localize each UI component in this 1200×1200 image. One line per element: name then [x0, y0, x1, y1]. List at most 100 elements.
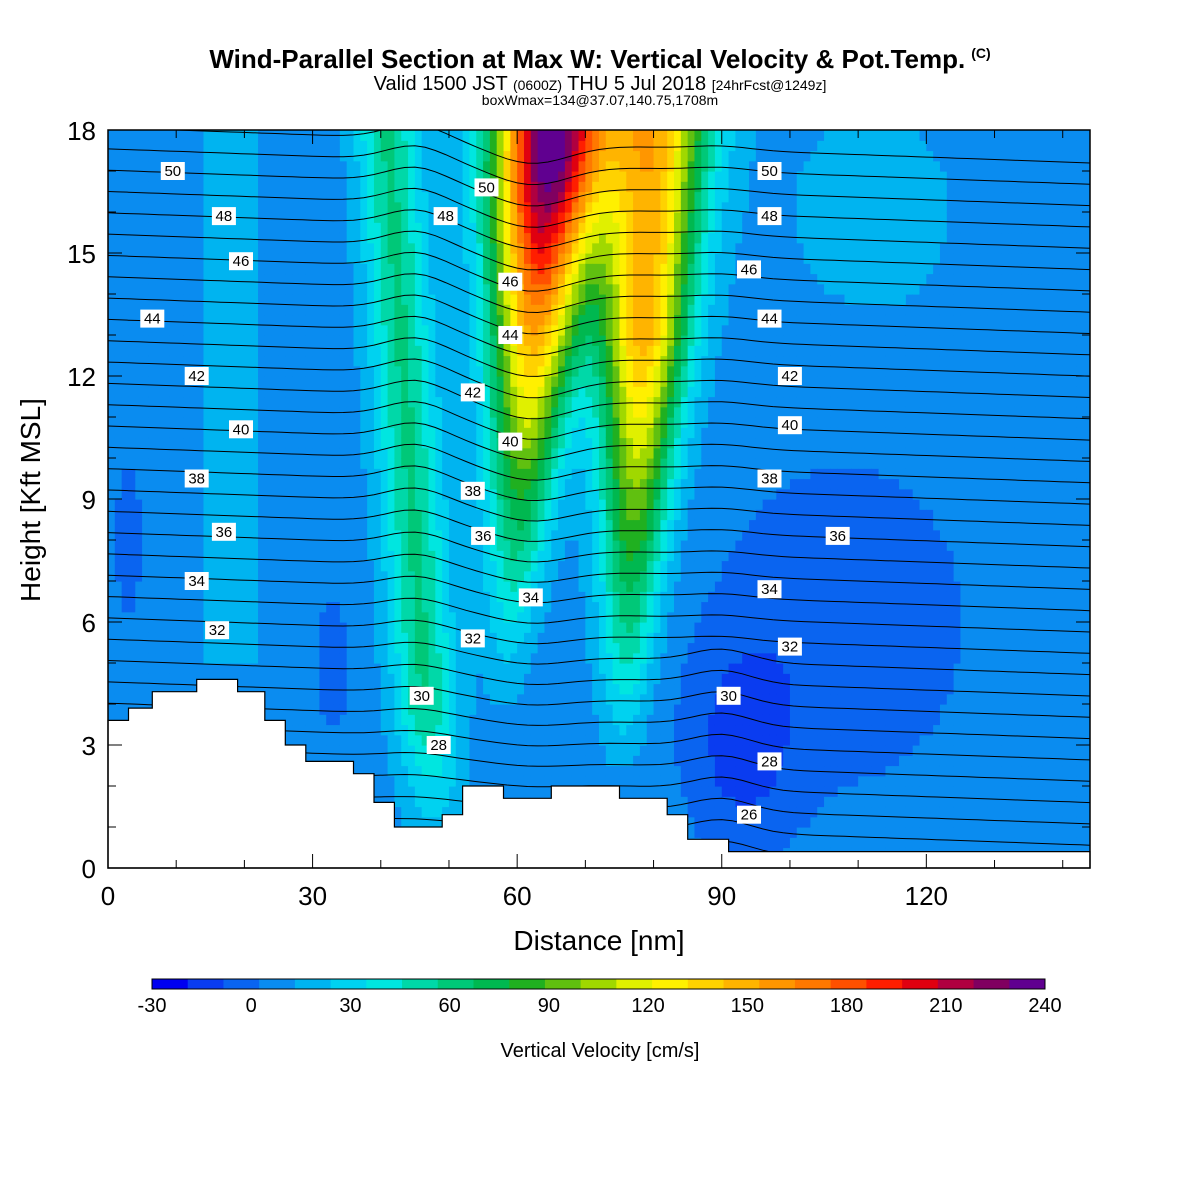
field-cell — [523, 550, 532, 562]
field-cell — [183, 130, 191, 141]
field-cell — [544, 540, 552, 551]
field-cell — [128, 324, 136, 336]
field-cell — [503, 201, 511, 213]
field-cell — [346, 745, 355, 756]
field-cell — [251, 601, 259, 613]
field-cell — [312, 693, 320, 705]
field-cell — [271, 376, 280, 387]
field-cell — [251, 570, 259, 582]
field-cell — [230, 304, 239, 316]
field-cell — [537, 519, 546, 531]
field-cell — [442, 386, 450, 398]
field-cell — [448, 232, 457, 244]
field-cell — [544, 488, 552, 500]
field-cell — [476, 663, 484, 674]
field-cell — [319, 499, 327, 510]
field-cell — [298, 232, 307, 244]
field-cell — [237, 191, 245, 203]
field-cell — [285, 591, 293, 603]
field-cell — [285, 294, 293, 305]
field-cell — [476, 417, 484, 428]
field-cell — [346, 683, 355, 695]
field-cell — [469, 171, 477, 182]
field-cell — [360, 683, 368, 695]
field-cell — [496, 724, 505, 736]
field-cell — [312, 581, 320, 592]
field-cell — [333, 396, 341, 408]
field-cell — [510, 509, 518, 521]
field-cell — [510, 386, 518, 398]
field-cell — [469, 191, 477, 203]
field-cell — [244, 345, 252, 357]
field-cell — [496, 458, 505, 469]
field-cell — [128, 509, 136, 521]
field-cell — [435, 765, 443, 777]
field-cell — [142, 160, 150, 172]
field-cell — [114, 294, 123, 305]
field-cell — [408, 386, 416, 398]
field-cell — [244, 611, 252, 623]
field-cell — [558, 775, 566, 787]
field-cell — [360, 294, 368, 305]
field-cell — [414, 509, 423, 521]
field-cell — [135, 458, 143, 469]
field-cell — [428, 396, 436, 408]
field-cell — [517, 355, 525, 367]
field-cell — [360, 529, 368, 541]
field-cell — [271, 160, 280, 172]
field-cell — [148, 560, 157, 572]
field-cell — [428, 458, 436, 469]
field-cell — [489, 704, 498, 715]
field-cell — [264, 396, 273, 408]
field-cell — [189, 242, 198, 254]
field-cell — [237, 376, 245, 387]
field-cell — [210, 499, 218, 510]
field-cell — [203, 591, 211, 603]
field-cell — [435, 283, 443, 295]
field-cell — [401, 232, 409, 244]
field-cell — [326, 263, 334, 275]
field-cell — [394, 130, 402, 141]
field-cell — [401, 591, 409, 603]
field-cell — [176, 611, 184, 623]
field-cell — [121, 652, 130, 664]
field-cell — [346, 488, 355, 500]
field-cell — [387, 201, 396, 213]
field-cell — [176, 673, 184, 685]
field-cell — [558, 253, 566, 264]
field-cell — [305, 171, 314, 182]
field-cell — [408, 171, 416, 182]
field-cell — [523, 755, 532, 767]
field-cell — [489, 222, 498, 234]
field-cell — [210, 417, 218, 428]
field-cell — [114, 488, 123, 500]
field-cell — [285, 570, 293, 582]
field-cell — [421, 427, 430, 439]
field-cell — [408, 160, 416, 172]
field-cell — [544, 683, 552, 695]
field-cell — [223, 365, 232, 377]
field-cell — [169, 386, 177, 398]
field-cell — [258, 335, 266, 346]
field-cell — [162, 283, 170, 295]
field-cell — [462, 693, 471, 705]
field-cell — [196, 529, 205, 541]
field-cell — [333, 478, 341, 490]
field-cell — [476, 745, 484, 756]
field-cell — [476, 130, 484, 141]
field-cell — [148, 663, 157, 674]
field-cell — [551, 283, 559, 295]
field-cell — [360, 622, 368, 633]
field-cell — [278, 550, 286, 562]
field-cell — [319, 519, 327, 531]
field-cell — [251, 478, 259, 490]
field-cell — [401, 406, 409, 418]
field-cell — [578, 755, 586, 767]
field-cell — [244, 673, 252, 685]
field-cell — [483, 191, 491, 203]
field-cell — [537, 406, 546, 418]
field-cell — [387, 171, 396, 182]
field-cell — [292, 642, 300, 654]
field-cell — [510, 212, 518, 223]
field-cell — [455, 447, 464, 459]
